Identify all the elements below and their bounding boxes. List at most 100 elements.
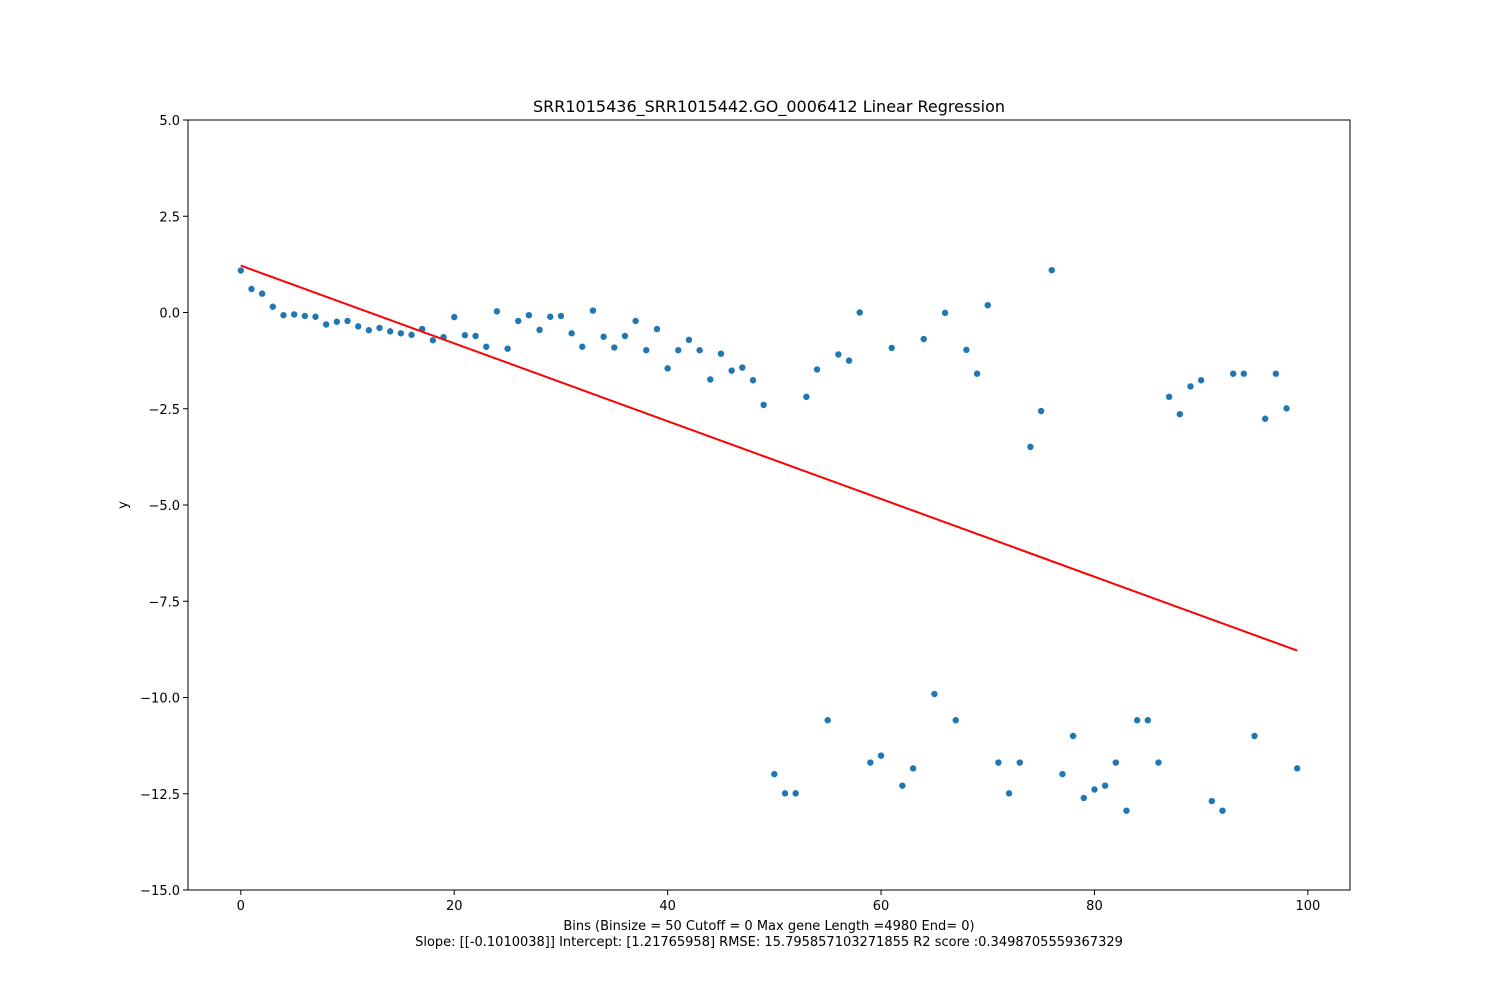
y-tick-label: −5.0 [148,499,180,514]
data-point [1123,807,1130,814]
regression-stats-label: Slope: [[-0.1010038]] Intercept: [1.2176… [415,935,1123,950]
data-point [1101,782,1109,789]
data-point [728,367,735,374]
data-point [643,347,650,354]
data-point [803,393,810,401]
data-point [322,321,330,328]
data-point [835,351,842,358]
data-point [1059,770,1066,778]
x-tick-label: 40 [659,899,676,914]
data-point [589,307,597,314]
data-point [621,332,629,340]
data-point [632,317,639,325]
data-point [301,312,309,320]
data-point [877,752,885,759]
data-point [1197,377,1205,384]
data-point [685,336,693,344]
data-point [429,337,437,344]
data-point [856,309,863,316]
data-point [461,332,469,339]
data-point [1272,370,1280,377]
data-point [749,377,757,384]
data-point [739,364,746,371]
data-point [1240,370,1248,377]
data-point [995,759,1002,766]
data-point [258,290,266,297]
data-point [653,325,661,333]
x-axis: 0 20 40 60 80 100 [237,890,1320,914]
data-point [387,328,394,335]
data-point [269,303,277,310]
data-point [493,308,501,315]
data-point [290,311,298,318]
data-point [973,370,981,377]
y-tick-label: 0.0 [159,307,180,322]
data-point [547,313,554,320]
data-point [451,313,458,321]
data-point [867,759,874,766]
data-point [280,312,287,319]
data-point [515,317,522,325]
y-tick-label: −10.0 [140,692,180,707]
data-point [1219,807,1226,814]
data-point [1293,765,1301,772]
data-point [707,376,714,383]
data-point [483,343,490,350]
data-point [536,326,543,334]
data-point [408,331,415,339]
regression-line [240,264,1298,652]
data-point [696,347,703,354]
y-tick-label: −7.5 [148,595,180,610]
data-point [312,313,319,320]
data-point [248,285,255,293]
data-point [888,344,895,352]
data-point [941,309,949,317]
chart-title: SRR1015436_SRR1015442.GO_0006412 Linear … [533,97,1005,117]
data-point [1016,759,1023,766]
data-point [1037,407,1045,415]
plot-marks [237,264,1301,814]
data-point [525,312,533,319]
data-point [1144,717,1152,724]
data-point [931,690,938,698]
data-point [504,345,511,352]
data-point [813,366,821,373]
data-point [1080,794,1087,802]
data-point [1165,393,1173,401]
y-tick-label: 5.0 [159,114,180,129]
data-point [237,267,245,274]
data-point [717,350,725,357]
data-point [1112,759,1119,766]
data-point [792,790,799,797]
data-point [1251,732,1258,740]
data-point [963,346,970,354]
x-tick-label: 100 [1295,899,1320,914]
data-point [333,318,341,325]
data-point [952,717,959,724]
data-point [760,401,767,409]
data-point [365,327,373,334]
data-point [354,323,362,330]
data-point [1187,383,1194,390]
data-point [557,312,565,320]
data-point [781,790,789,797]
data-point [1005,790,1013,797]
data-point [1155,759,1162,766]
data-point [397,330,405,337]
x-tick-label: 20 [446,899,463,914]
data-point [845,357,853,364]
data-point [1133,717,1141,724]
data-point [344,317,351,325]
data-point [771,770,778,778]
data-point [472,332,479,340]
y-axis: 5.0 2.5 0.0 −2.5 −5.0 −7.5 −10.0 −12.5 −15.0 [140,114,188,899]
data-point [675,347,682,354]
data-point [1208,797,1216,805]
data-point [1229,370,1237,377]
x-tick-label: 60 [873,899,890,914]
data-point [1176,410,1184,418]
data-point [899,782,906,789]
data-point [1069,732,1077,740]
data-point [1048,266,1055,274]
